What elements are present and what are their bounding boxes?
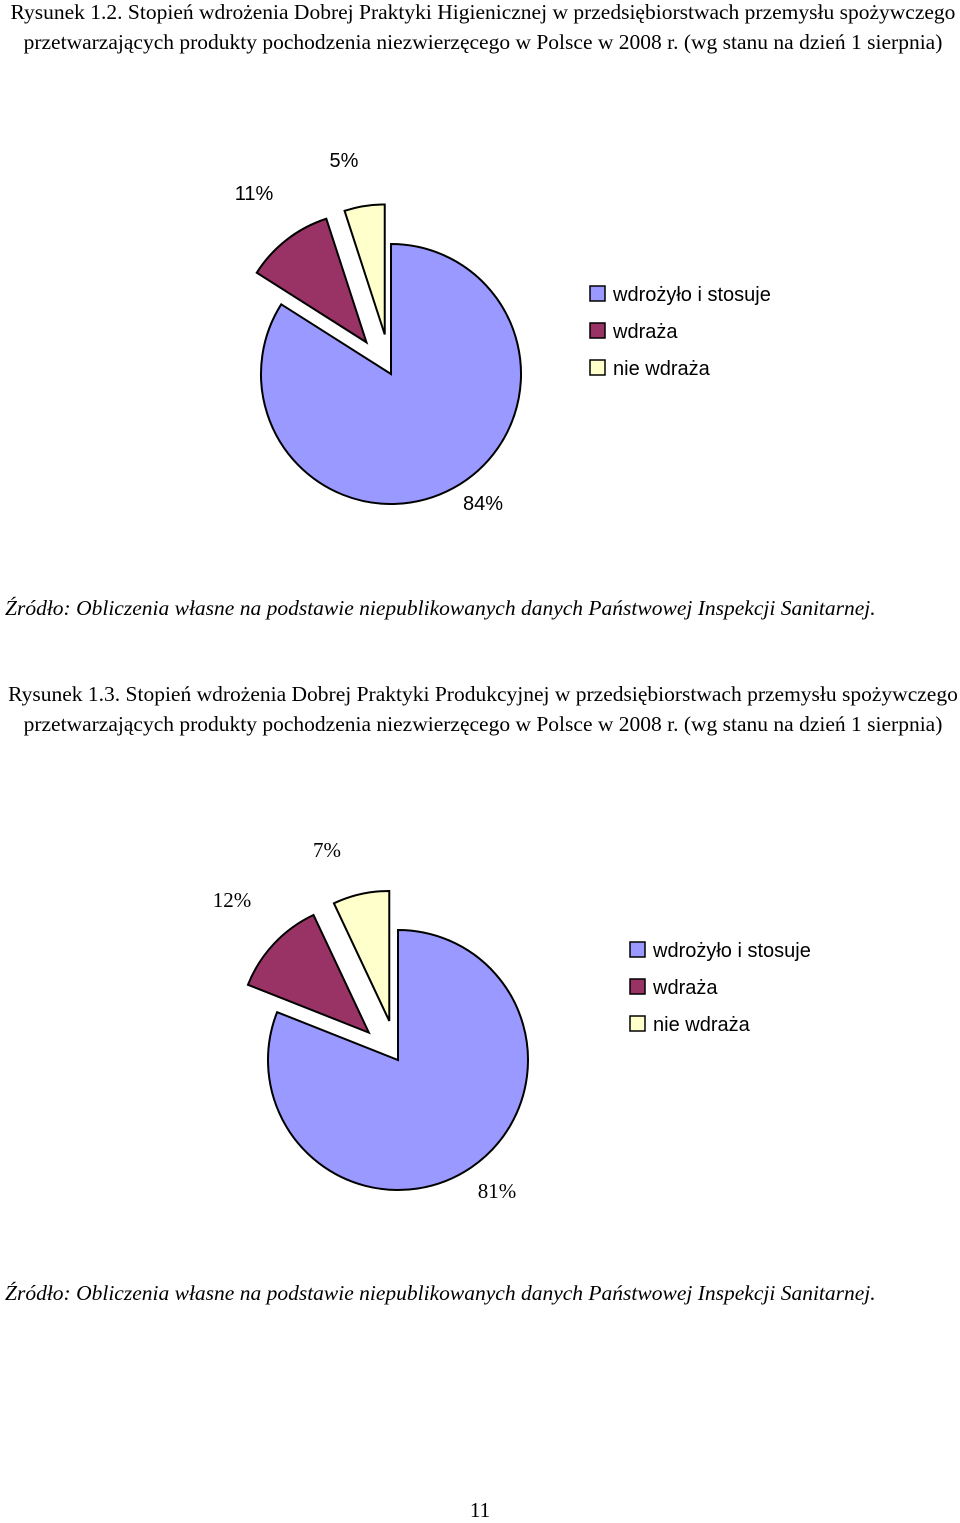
pie-data-label: 7%: [313, 838, 341, 862]
legend-swatch: [589, 322, 606, 339]
legend-swatch: [629, 1015, 646, 1032]
pie-labels: 81% 12% 7%: [213, 838, 517, 1203]
figure-1-3-source: Źródło: Obliczenia własne na podstawie n…: [5, 1281, 876, 1305]
pie-chart-1-3-svg: 81% 12% 7% wdrożyło i stosuje wdraża nie wdr…: [213, 838, 811, 1203]
pie-slice-wdraza: [246, 913, 371, 1035]
legend-label: wdrożyło i stosuje: [652, 940, 811, 962]
pie-slices: [255, 203, 522, 505]
figure-1-2-source: Źródło: Obliczenia własne na podstawie n…: [5, 596, 876, 620]
pie-slice-wdrozylo-i-stosuje: [267, 928, 529, 1191]
pie-chart-1-2-svg: 84% 11% 5% wdrożyło i stosuje wdraża nie wdr…: [235, 150, 771, 515]
page-number: 11: [469, 1498, 491, 1522]
legend-label: nie wdraża: [613, 358, 711, 380]
pie-labels: 84% 11% 5%: [235, 150, 504, 515]
legend-swatch: [629, 941, 646, 958]
pie-slice-nie-wdraza: [332, 889, 391, 1022]
legend-swatch: [629, 978, 646, 995]
pie-data-label: 84%: [463, 493, 503, 515]
legend-label: wdrożyło i stosuje: [612, 284, 771, 306]
pie-slices: [246, 889, 529, 1191]
legend-swatch: [589, 285, 606, 302]
pie-slice-wdraza: [255, 217, 369, 345]
pie-slice-nie-wdraza: [343, 203, 386, 335]
figure-1-3-caption: Rysunek 1.3. Stopień wdrożenia Dobrej Pr…: [8, 682, 958, 736]
legend-swatch: [589, 359, 606, 376]
legend-label: nie wdraża: [653, 1014, 751, 1036]
pie-chart-1-2: 84% 11% 5% wdrożyło i stosuje wdraża nie wdr…: [0, 120, 960, 540]
legend-label: wdraża: [652, 977, 718, 999]
pie-data-label: 12%: [213, 888, 252, 912]
chart-legend: wdrożyło i stosuje wdraża nie wdraża: [629, 940, 811, 1036]
pie-data-label: 5%: [330, 150, 359, 172]
pie-data-label: 81%: [478, 1179, 517, 1203]
chart-legend: wdrożyło i stosuje wdraża nie wdraża: [589, 284, 771, 380]
pie-slice-wdrozylo-i-stosuje: [260, 242, 522, 505]
figure-1-2-caption: Rysunek 1.2. Stopień wdrożenia Dobrej Pr…: [10, 0, 956, 54]
pie-data-label: 11%: [235, 183, 274, 205]
pie-chart-1-3: 81% 12% 7% wdrożyło i stosuje wdraża nie wdr…: [0, 820, 960, 1240]
legend-label: wdraża: [612, 321, 678, 343]
